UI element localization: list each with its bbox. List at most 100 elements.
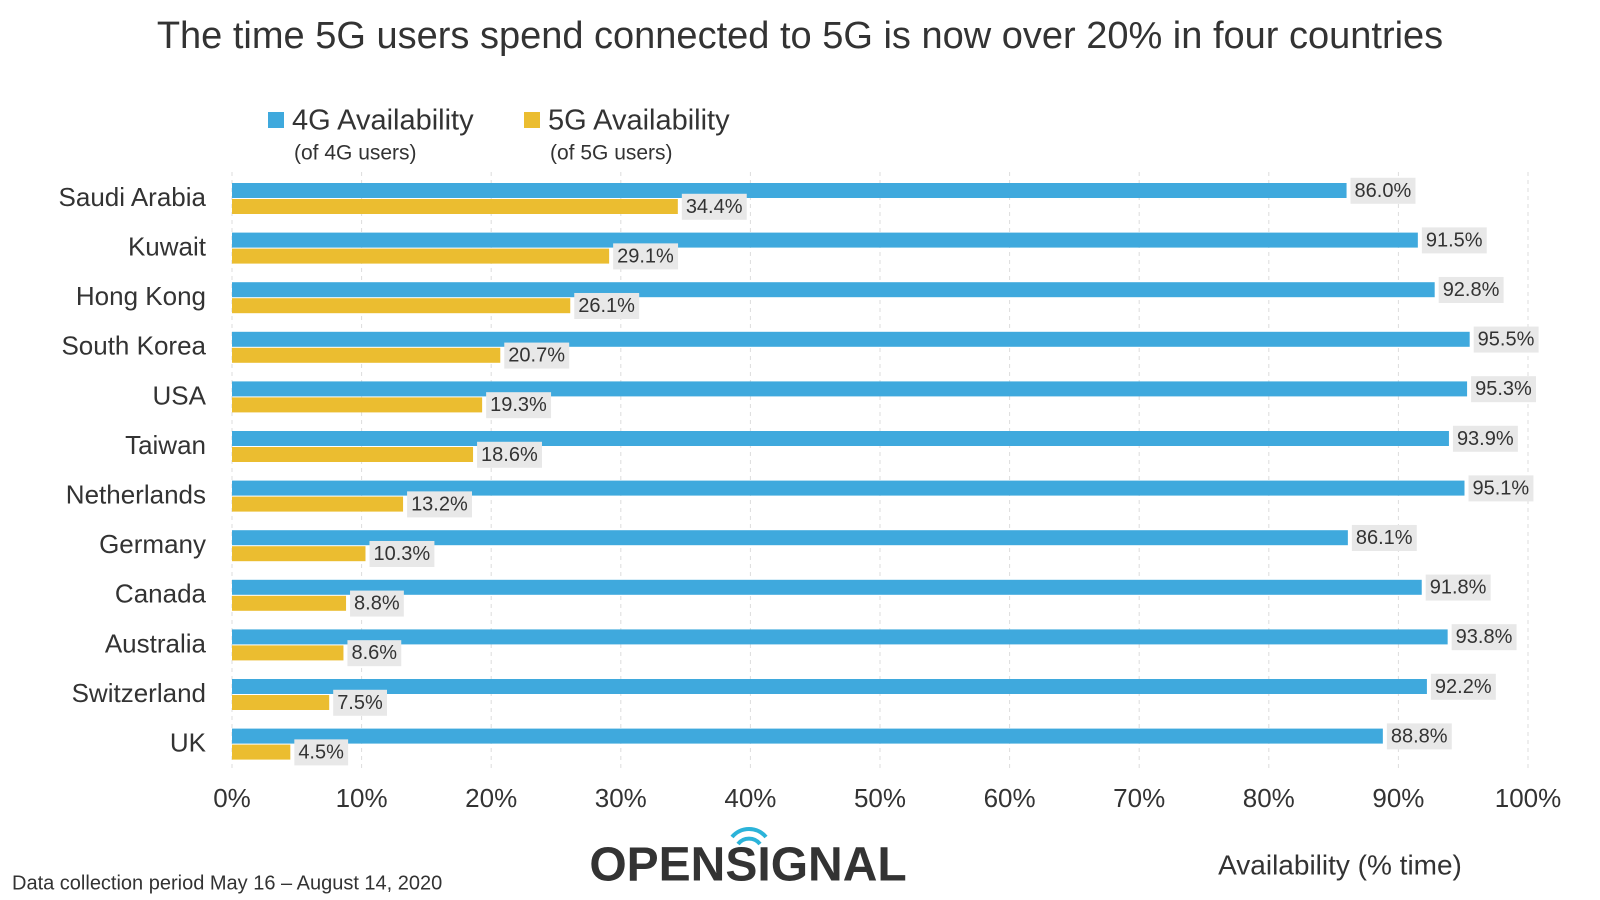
- bar: [232, 480, 1465, 496]
- legend-note: (of 4G users): [294, 142, 417, 165]
- x-tick-label: 50%: [854, 783, 906, 813]
- logo-icon: [730, 826, 768, 846]
- bar: [232, 397, 483, 413]
- bar: [232, 381, 1468, 397]
- y-tick-label: South Korea: [61, 331, 206, 361]
- bar: [232, 282, 1435, 298]
- bar: [232, 232, 1418, 248]
- value-label-bg: [407, 491, 472, 518]
- x-tick-label: 0%: [213, 783, 251, 813]
- value-label: 18.6%: [481, 444, 538, 466]
- value-label-bg: [613, 243, 679, 270]
- legend-label: 5G Availability: [548, 105, 730, 137]
- value-label-group: 92.2%: [1430, 673, 1496, 700]
- x-tick-label: 30%: [595, 783, 647, 813]
- bar: [232, 496, 404, 512]
- value-label: 91.5%: [1426, 229, 1483, 251]
- value-label-group: 86.1%: [1351, 524, 1417, 551]
- value-label-group: 34.4%: [681, 193, 747, 220]
- x-tick-label: 100%: [1495, 783, 1562, 813]
- value-label: 95.3%: [1475, 378, 1532, 400]
- value-label: 26.1%: [578, 295, 635, 317]
- value-label-group: 88.8%: [1386, 723, 1452, 750]
- value-label: 93.8%: [1456, 626, 1513, 648]
- value-label-group: 8.8%: [350, 590, 404, 617]
- value-label-group: 91.8%: [1425, 574, 1491, 601]
- value-label: 95.1%: [1472, 477, 1529, 499]
- value-label-bg: [333, 689, 388, 716]
- value-label-group: 95.1%: [1468, 475, 1534, 502]
- value-label-group: 29.1%: [613, 243, 679, 270]
- value-label-bg: [1386, 723, 1452, 750]
- value-label-group: 19.3%: [486, 392, 552, 419]
- footnote: Data collection period May 16 – August 1…: [12, 872, 442, 894]
- bar: [232, 679, 1427, 694]
- x-tick-label: 40%: [724, 783, 776, 813]
- value-label-group: 10.3%: [369, 540, 435, 567]
- value-label-group: 13.2%: [407, 491, 472, 518]
- value-label: 86.0%: [1355, 180, 1412, 202]
- value-label-bg: [1430, 673, 1496, 700]
- value-label: 8.8%: [354, 593, 400, 615]
- value-label: 95.5%: [1478, 329, 1535, 351]
- legend-swatch: [268, 112, 284, 128]
- logo: OPENSIGNAL: [589, 839, 906, 892]
- x-tick-label: 80%: [1243, 783, 1295, 813]
- value-label: 34.4%: [686, 196, 743, 218]
- value-label: 10.3%: [373, 543, 430, 565]
- bar: [232, 629, 1448, 645]
- x-axis-label: Availability (% time): [1218, 849, 1462, 880]
- value-label-bg: [1451, 624, 1517, 651]
- bar: [232, 431, 1449, 446]
- value-label-bg: [1425, 574, 1491, 601]
- x-tick-label: 20%: [465, 783, 517, 813]
- value-label-bg: [350, 590, 404, 617]
- y-tick-label: Netherlands: [66, 479, 206, 509]
- value-label-bg: [486, 392, 552, 419]
- value-label-group: 92.8%: [1438, 276, 1504, 303]
- chart-title: The time 5G users spend connected to 5G …: [157, 15, 1443, 57]
- value-label-group: 26.1%: [574, 292, 640, 319]
- bar: [232, 183, 1347, 198]
- legend-label: 4G Availability: [292, 105, 474, 137]
- bar: [232, 331, 1470, 347]
- value-label-group: 20.7%: [504, 342, 570, 369]
- bar: [232, 728, 1383, 744]
- value-label: 93.9%: [1457, 428, 1514, 450]
- value-label-bg: [1351, 524, 1417, 551]
- bar: [232, 595, 347, 611]
- bar: [232, 347, 501, 363]
- bar: [232, 645, 344, 661]
- bar: [232, 447, 474, 462]
- value-label-group: 95.3%: [1471, 376, 1537, 403]
- x-tick-label: 60%: [984, 783, 1036, 813]
- value-label-group: 86.0%: [1350, 177, 1416, 204]
- value-label: 29.1%: [617, 245, 674, 267]
- value-label-group: 93.8%: [1451, 624, 1517, 651]
- y-tick-label: UK: [170, 727, 207, 757]
- value-label-bg: [1350, 177, 1416, 204]
- bar: [232, 579, 1422, 595]
- y-tick-label: Germany: [99, 529, 206, 559]
- bar: [232, 695, 330, 710]
- value-label-group: 93.9%: [1452, 425, 1518, 452]
- y-tick-label: Canada: [115, 579, 207, 609]
- value-label: 92.8%: [1443, 279, 1500, 301]
- value-label-bg: [477, 441, 542, 468]
- bar: [232, 546, 366, 562]
- legend-note: (of 5G users): [550, 142, 673, 165]
- value-label-bg: [1452, 425, 1518, 452]
- value-label: 86.1%: [1356, 527, 1413, 549]
- value-label: 13.2%: [411, 493, 468, 515]
- y-tick-label: Switzerland: [72, 678, 206, 708]
- value-label: 88.8%: [1391, 725, 1448, 747]
- bar: [232, 199, 678, 214]
- bar: [232, 530, 1348, 546]
- value-label-bg: [1468, 475, 1534, 502]
- y-tick-label: Saudi Arabia: [59, 182, 207, 212]
- value-label-bg: [1473, 326, 1539, 353]
- bar: [232, 298, 571, 314]
- value-label: 20.7%: [508, 345, 565, 367]
